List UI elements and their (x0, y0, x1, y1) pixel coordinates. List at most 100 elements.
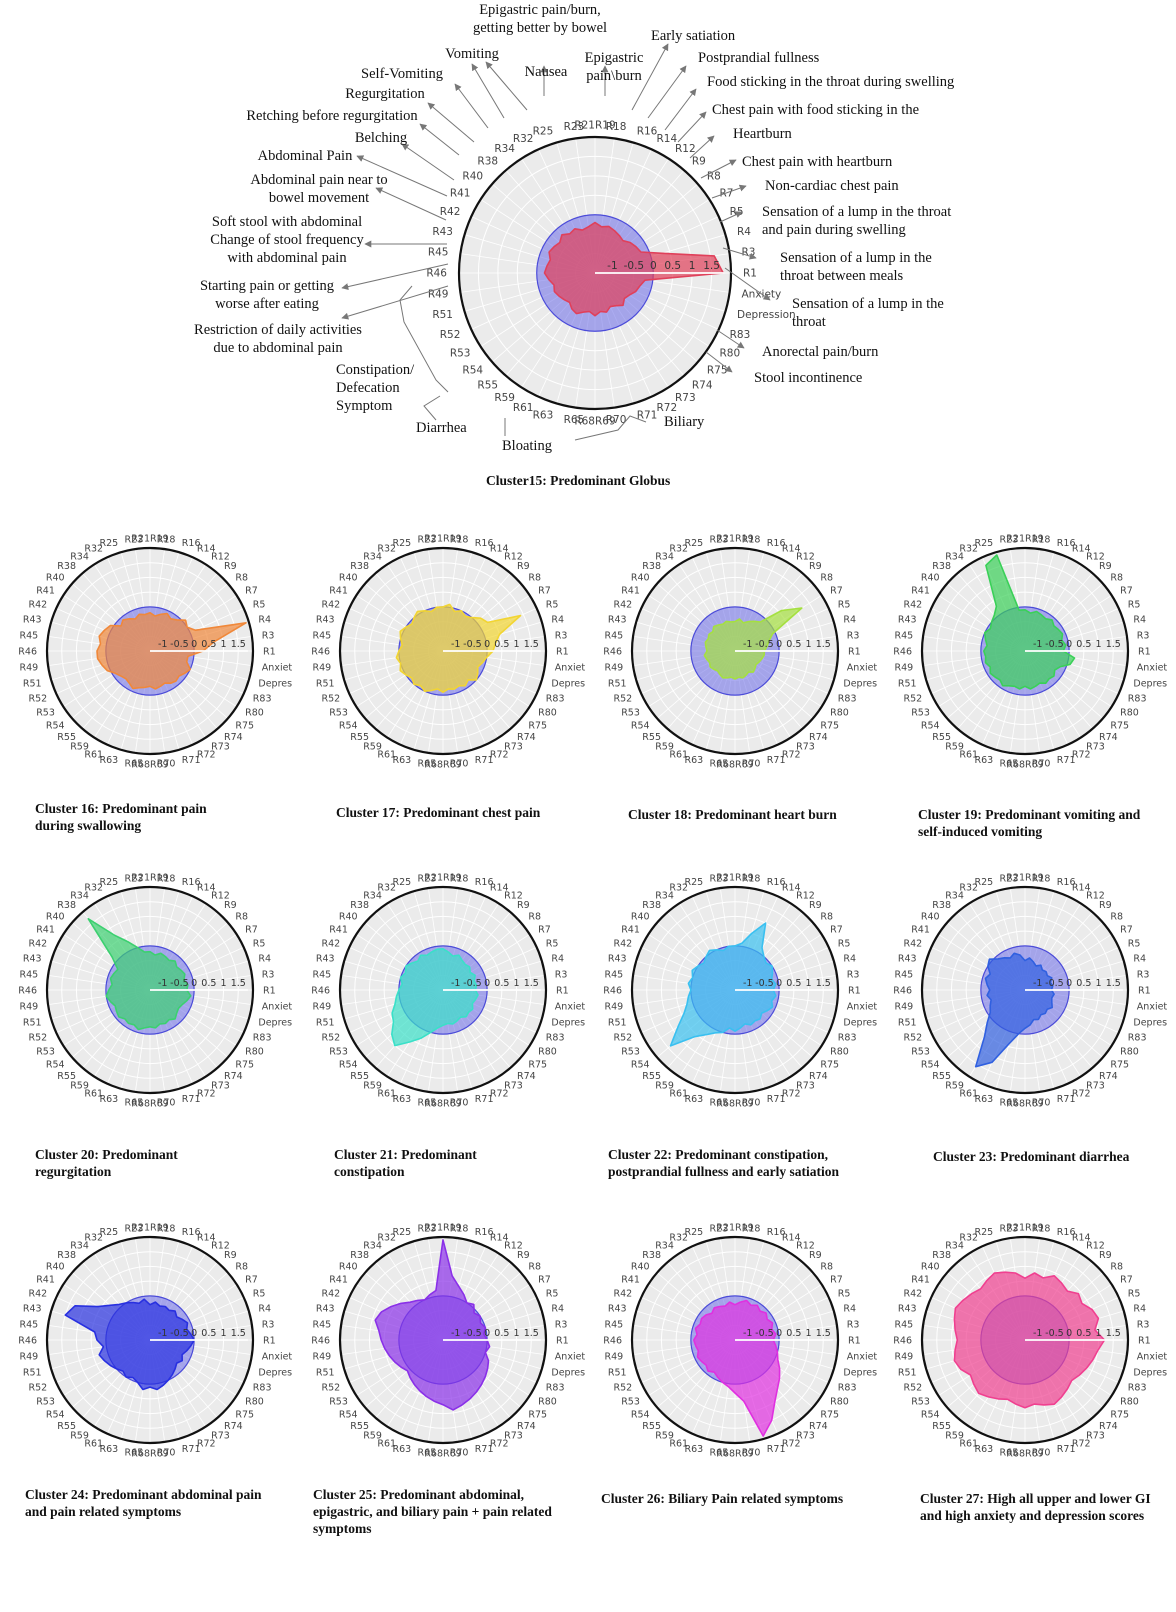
callout-label: Early satiation (651, 28, 736, 44)
radial-tick-label: 0 (191, 639, 197, 650)
callout-R16: Early satiation (631, 28, 736, 111)
angular-tick-R73: R73 (1086, 1431, 1105, 1442)
angular-tick-R32: R32 (669, 883, 688, 894)
angular-tick-R43: R43 (316, 954, 335, 965)
angular-tick-R70: R70 (1032, 1447, 1051, 1458)
angular-tick-R12: R12 (504, 890, 523, 901)
angular-tick-R43: R43 (608, 615, 627, 626)
angular-tick-R5: R5 (253, 600, 266, 611)
angular-tick-R12: R12 (1086, 551, 1105, 562)
angular-tick-R54: R54 (921, 1060, 940, 1071)
radar-outline (630, 1235, 840, 1445)
callout-arrow (722, 247, 757, 260)
angular-tick-R45: R45 (894, 630, 913, 641)
angular-tick-R8: R8 (235, 573, 248, 584)
angular-tick-R55: R55 (642, 732, 661, 743)
angular-tick-R83: R83 (1128, 1032, 1147, 1043)
angular-tick-R12: R12 (796, 1240, 815, 1251)
radial-tick-label: -0.5 (463, 639, 482, 650)
angular-tick-R52: R52 (903, 693, 922, 704)
callout-label: Sensation of a lump in the throat and pai… (762, 204, 951, 238)
angular-tick-R52: R52 (321, 693, 340, 704)
angular-tick-R5: R5 (838, 600, 851, 611)
caption-c25: Cluster 25: Predominant abdominal, epiga… (313, 1487, 552, 1536)
angular-tick-R83: R83 (838, 1382, 857, 1393)
angular-tick-R42: R42 (613, 939, 632, 950)
angular-tick-R8: R8 (528, 573, 541, 584)
angular-tick-R68R69: R68R69 (424, 1449, 461, 1460)
callout-arrow (485, 61, 528, 111)
radar-outline (45, 885, 255, 1095)
angular-tick-R75: R75 (1110, 1060, 1129, 1071)
angular-tick-R12: R12 (504, 1240, 523, 1251)
angular-tick-R45: R45 (604, 1319, 623, 1330)
angular-tick-R21R19: R21R19 (424, 1223, 461, 1234)
callout-R34: Self-Vomiting (361, 66, 489, 129)
callout-R9: Chest pain with food sticking in the (677, 102, 919, 143)
angular-tick-R68R69: R68R69 (574, 416, 615, 428)
angular-tick-R16: R16 (1057, 877, 1076, 888)
radial-tick-label: 0.5 (1076, 639, 1091, 650)
angular-tick-R45: R45 (312, 630, 331, 641)
radial-tick-label: 1.5 (816, 1328, 831, 1339)
angular-tick-R72: R72 (1072, 1438, 1091, 1449)
angular-tick-R3: R3 (847, 1319, 860, 1330)
angular-tick-R5: R5 (1128, 939, 1141, 950)
angular-tick-R38: R38 (350, 900, 369, 911)
angular-tick-R59: R59 (945, 1081, 964, 1092)
angular-tick-R40: R40 (921, 912, 940, 923)
angular-tick-R63: R63 (684, 755, 703, 766)
angular-tick-R49: R49 (19, 663, 38, 674)
angular-tick-R9: R9 (1099, 561, 1112, 572)
angular-tick-R70: R70 (742, 1097, 761, 1108)
angular-tick-R49: R49 (312, 663, 331, 674)
angular-tick-R68R69: R68R69 (424, 1099, 461, 1110)
angular-tick-R25: R25 (684, 538, 703, 549)
angular-tick-R41: R41 (329, 1274, 348, 1285)
angular-tick-R71: R71 (1057, 1094, 1076, 1105)
callout-label: Self-Vomiting (361, 66, 443, 82)
angular-tick-R8: R8 (1110, 912, 1123, 923)
angular-tick-R9: R9 (809, 900, 822, 911)
radar-outline (45, 546, 255, 756)
angular-tick-R18: R18 (157, 1224, 176, 1235)
angular-tick-R12: R12 (796, 890, 815, 901)
angular-tick-R7: R7 (830, 924, 843, 935)
angular-tick-R65: R65 (418, 1447, 437, 1458)
angular-tick-R16: R16 (475, 877, 494, 888)
angular-tick-R3: R3 (262, 969, 275, 980)
callout-label: Epigastric pain/burn, getting better by b… (473, 2, 607, 36)
angular-tick-R63: R63 (392, 1444, 411, 1455)
angular-tick-R43: R43 (898, 1304, 917, 1315)
angular-tick-R72: R72 (197, 1088, 216, 1099)
angular-tick-R18: R18 (742, 535, 761, 546)
caption-c15: Cluster15: Predominant Globus (486, 473, 671, 488)
angular-tick-R23: R23 (1000, 1224, 1019, 1235)
angular-tick-R40: R40 (46, 1262, 65, 1273)
angular-tick-R80: R80 (538, 1047, 557, 1058)
angular-tick-R65: R65 (710, 1097, 729, 1108)
callout-R7: Chest pain with heartburn (700, 154, 893, 179)
angular-tick-R1: R1 (263, 647, 276, 658)
angular-tick-R18: R18 (450, 1224, 469, 1235)
angular-tick-R43: R43 (608, 1304, 627, 1315)
angular-tick-R80: R80 (720, 348, 741, 360)
callout-R40: Retching before regurgitation (246, 108, 460, 156)
angular-tick-R9: R9 (224, 561, 237, 572)
angular-tick-R83: R83 (253, 1032, 272, 1043)
angular-tick-R12: R12 (211, 1240, 230, 1251)
angular-tick-R8: R8 (1110, 573, 1123, 584)
radial-tick-label: 1.5 (1106, 978, 1121, 989)
radial-tick-label: 1.5 (231, 978, 246, 989)
angular-tick-Depression: Depres (258, 1017, 292, 1028)
angular-tick-R80: R80 (245, 1397, 264, 1408)
angular-tick-R43: R43 (316, 1304, 335, 1315)
angular-tick-R42: R42 (613, 1289, 632, 1300)
angular-tick-R40: R40 (46, 912, 65, 923)
angular-tick-R59: R59 (655, 1431, 674, 1442)
angular-tick-R43: R43 (608, 954, 627, 965)
angular-tick-R41: R41 (36, 924, 55, 935)
angular-tick-R32: R32 (959, 544, 978, 555)
radial-tick-label: -1 (158, 978, 167, 989)
